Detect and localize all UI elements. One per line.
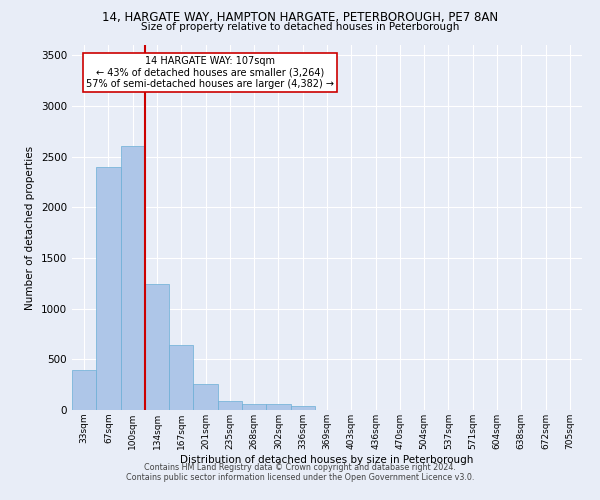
Bar — [290, 406, 315, 410]
Text: Size of property relative to detached houses in Peterborough: Size of property relative to detached ho… — [141, 22, 459, 32]
Bar — [242, 404, 266, 410]
Bar — [218, 401, 242, 410]
Text: Contains public sector information licensed under the Open Government Licence v3: Contains public sector information licen… — [126, 472, 474, 482]
Bar — [169, 345, 193, 410]
Text: 14, HARGATE WAY, HAMPTON HARGATE, PETERBOROUGH, PE7 8AN: 14, HARGATE WAY, HAMPTON HARGATE, PETERB… — [102, 11, 498, 24]
Bar — [72, 370, 96, 410]
Text: Contains HM Land Registry data © Crown copyright and database right 2024.: Contains HM Land Registry data © Crown c… — [144, 462, 456, 471]
Y-axis label: Number of detached properties: Number of detached properties — [25, 146, 35, 310]
X-axis label: Distribution of detached houses by size in Peterborough: Distribution of detached houses by size … — [181, 454, 473, 464]
Bar — [266, 404, 290, 410]
Text: 14 HARGATE WAY: 107sqm
← 43% of detached houses are smaller (3,264)
57% of semi-: 14 HARGATE WAY: 107sqm ← 43% of detached… — [86, 56, 334, 89]
Bar — [145, 284, 169, 410]
Bar — [96, 166, 121, 410]
Bar — [121, 146, 145, 410]
Bar — [193, 384, 218, 410]
